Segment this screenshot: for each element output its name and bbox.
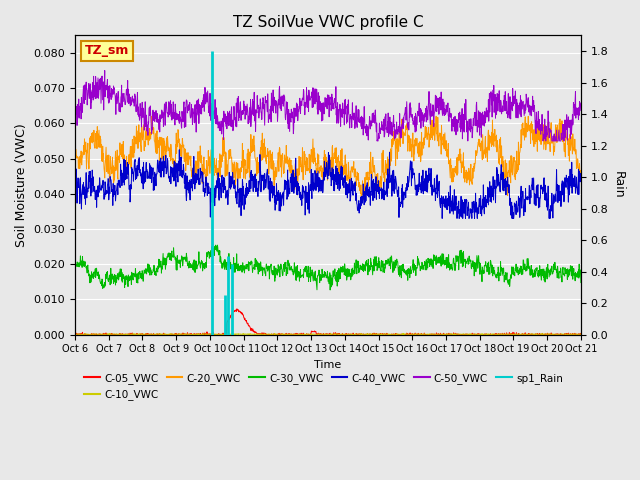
C-20_VWC [131,147,139,153]
C-30_VWC [286,267,294,273]
C-50_VWC [577,100,585,106]
C-20_VWC [306,168,314,174]
C-20_VWC [110,165,118,170]
C-10_VWC [222,332,230,337]
C-40_VWC [577,176,585,181]
C-30_VWC [131,272,139,277]
C-50_VWC [296,110,304,116]
C-40_VWC [175,147,183,153]
C-10_VWC [306,332,314,337]
C-20_VWC [296,157,304,163]
C-20_VWC [360,186,367,192]
C-20_VWC [148,113,156,119]
C-30_VWC [326,287,334,293]
Y-axis label: Soil Moisture (VWC): Soil Moisture (VWC) [15,123,28,247]
Y-axis label: Rain: Rain [612,171,625,199]
C-20_VWC [362,198,369,204]
C-20_VWC [286,168,294,174]
Line: C-05_VWC: C-05_VWC [75,309,581,335]
C-30_VWC [212,242,220,248]
C-40_VWC [286,186,294,192]
C-30_VWC [296,267,304,273]
C-30_VWC [306,272,314,277]
C-05_VWC [233,306,241,312]
C-30_VWC [71,273,79,278]
C-10_VWC [287,331,294,337]
X-axis label: Time: Time [314,360,342,370]
C-10_VWC [71,332,79,337]
C-50_VWC [286,110,294,116]
C-30_VWC [577,280,585,286]
C-05_VWC [360,331,367,336]
C-10_VWC [111,331,118,337]
Title: TZ SoilVue VWC profile C: TZ SoilVue VWC profile C [232,15,423,30]
C-40_VWC [131,159,139,165]
C-40_VWC [438,216,446,221]
C-05_VWC [577,331,585,336]
Line: C-20_VWC: C-20_VWC [75,116,581,201]
C-10_VWC [297,331,305,337]
C-50_VWC [71,110,79,116]
C-50_VWC [111,90,118,96]
C-30_VWC [110,273,118,279]
C-05_VWC [131,332,139,337]
Line: C-50_VWC: C-50_VWC [75,71,581,141]
C-40_VWC [110,192,118,197]
C-50_VWC [373,138,381,144]
C-40_VWC [306,189,314,194]
Line: C-30_VWC: C-30_VWC [75,245,581,290]
C-50_VWC [101,68,109,73]
C-10_VWC [360,331,367,337]
C-20_VWC [577,178,585,183]
C-05_VWC [286,332,294,337]
Line: C-10_VWC: C-10_VWC [75,334,581,335]
C-10_VWC [131,332,139,337]
C-30_VWC [360,268,367,274]
C-05_VWC [110,332,118,337]
C-50_VWC [131,93,139,99]
C-40_VWC [296,196,304,202]
C-40_VWC [360,181,367,187]
Line: C-40_VWC: C-40_VWC [75,150,581,218]
C-40_VWC [71,179,79,184]
C-50_VWC [360,132,367,138]
C-05_VWC [306,332,314,337]
C-10_VWC [577,331,585,337]
C-05_VWC [71,332,79,337]
C-05_VWC [296,331,304,337]
C-10_VWC [106,331,114,336]
Legend: C-05_VWC, C-10_VWC, C-20_VWC, C-30_VWC, C-40_VWC, C-50_VWC, sp1_Rain: C-05_VWC, C-10_VWC, C-20_VWC, C-30_VWC, … [80,369,567,404]
C-50_VWC [306,97,314,103]
C-20_VWC [71,162,79,168]
Text: TZ_sm: TZ_sm [85,44,129,57]
